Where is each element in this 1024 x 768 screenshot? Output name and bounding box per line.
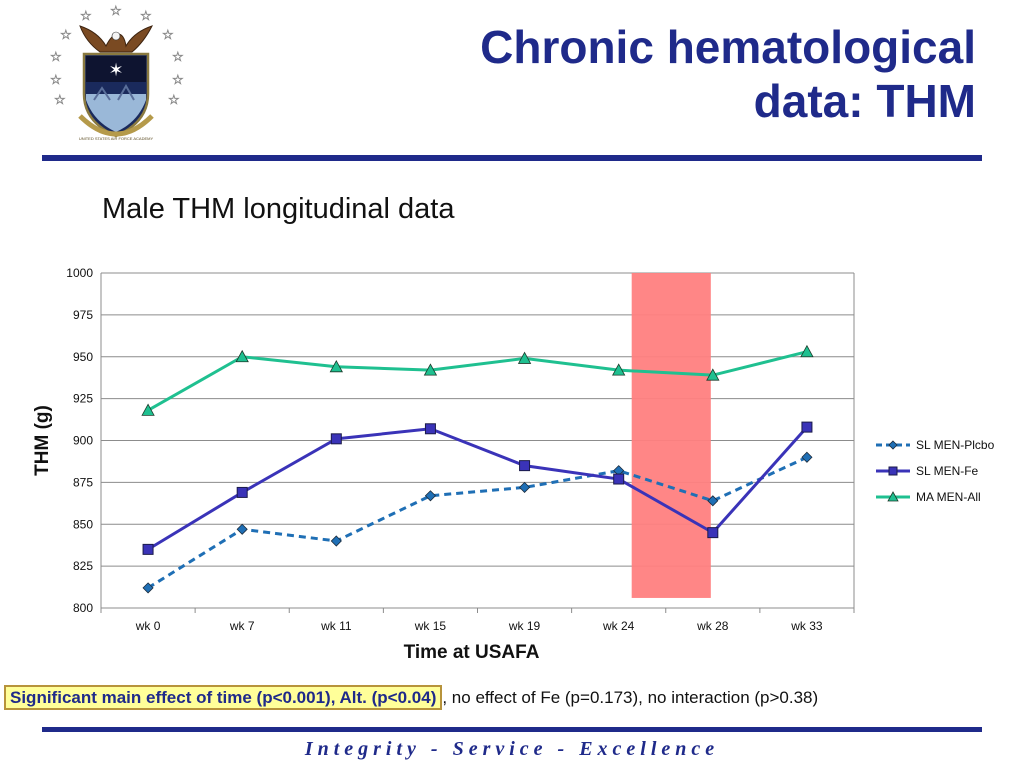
- data-point-0: [801, 451, 813, 463]
- x-axis-title: Time at USAFA: [404, 642, 540, 663]
- data-point-1: [330, 433, 342, 445]
- significance-highlight: Significant main effect of time (p<0.001…: [4, 685, 443, 710]
- y-tick-label: 875: [73, 475, 93, 489]
- y-tick-label: 975: [73, 308, 93, 322]
- x-tick-label: wk 28: [696, 619, 729, 633]
- data-point-0: [236, 523, 248, 535]
- data-point-1: [801, 421, 813, 433]
- y-tick-label: 825: [73, 559, 93, 573]
- series-line-0: [147, 455, 808, 590]
- svg-text:☆: ☆: [110, 4, 122, 18]
- statistics-rest: , no effect of Fe (p=0.173), no interact…: [442, 688, 819, 707]
- svg-text:☆: ☆: [54, 92, 66, 107]
- y-tick-label: 800: [73, 601, 93, 615]
- data-point-2: [329, 359, 343, 373]
- data-point-1: [519, 460, 531, 472]
- bottom-divider: [42, 727, 982, 732]
- data-point-1: [613, 473, 625, 485]
- slide-title: Chronic hematological data: THM: [480, 20, 976, 128]
- data-point-2: [706, 368, 720, 381]
- svg-text:☆: ☆: [50, 72, 62, 87]
- x-tick-label: wk 33: [790, 619, 823, 633]
- y-tick-label: 925: [73, 392, 93, 406]
- svg-text:☆: ☆: [172, 72, 184, 87]
- air-force-academy-crest-logo: ☆ ☆ ☆ ☆ ☆ ☆ ☆ ☆ ☆ ☆ ☆ ✶ UNITED STATES AI…: [50, 4, 184, 141]
- x-tick-label: wk 11: [320, 619, 352, 633]
- data-point-0: [330, 535, 342, 547]
- svg-text:☆: ☆: [50, 49, 62, 64]
- y-tick-label: 1000: [66, 266, 93, 280]
- data-point-1: [424, 423, 436, 435]
- slide-title-line-2: data: THM: [753, 75, 976, 127]
- highlight-band: [631, 273, 711, 598]
- data-point-2: [612, 363, 626, 376]
- svg-text:☆: ☆: [60, 27, 72, 42]
- series-line-2: [147, 350, 808, 412]
- y-tick-label: 850: [73, 517, 93, 531]
- data-point-2: [141, 403, 155, 416]
- data-point-1: [707, 527, 719, 539]
- legend-label: MA MEN-All: [916, 490, 981, 504]
- stars-ring-icon: ☆ ☆ ☆ ☆ ☆ ☆ ☆ ☆ ☆ ☆ ☆: [50, 4, 184, 107]
- svg-text:✶: ✶: [108, 60, 123, 80]
- chart-subtitle: Male THM longitudinal data: [102, 193, 455, 225]
- legend-marker: [888, 466, 898, 476]
- legend-marker: [888, 440, 898, 450]
- statistics-summary: Significant main effect of time (p<0.001…: [4, 685, 819, 710]
- data-point-2: [423, 363, 438, 376]
- legend-marker: [887, 491, 899, 502]
- x-tick-label: wk 15: [414, 619, 447, 633]
- crest-banner-text: UNITED STATES AIR FORCE ACADEMY: [79, 136, 154, 141]
- x-tick-label: wk 7: [229, 619, 255, 633]
- data-point-1: [236, 486, 248, 498]
- data-point-0: [424, 490, 437, 502]
- svg-text:☆: ☆: [80, 8, 92, 23]
- svg-text:☆: ☆: [168, 92, 180, 107]
- data-point-0: [518, 481, 531, 493]
- legend-label: SL MEN-Fe: [916, 464, 979, 478]
- svg-text:☆: ☆: [172, 49, 184, 64]
- series-line-1: [147, 426, 809, 551]
- thm-line-chart: 800 825 850 875 900 925 950 975 1000 wk 0 wk 7 wk 1…: [32, 266, 995, 663]
- x-tick-label: wk 24: [602, 619, 635, 633]
- svg-text:☆: ☆: [140, 8, 152, 23]
- y-tick-label: 950: [73, 350, 93, 364]
- data-point-1: [142, 543, 154, 555]
- x-tick-label: wk 19: [508, 619, 541, 633]
- footer-motto: Integrity - Service - Excellence: [304, 738, 720, 760]
- data-point-2: [800, 344, 814, 358]
- top-divider: [42, 155, 982, 161]
- x-tick-label: wk 0: [135, 619, 161, 633]
- svg-text:☆: ☆: [162, 27, 174, 42]
- data-point-2: [517, 351, 532, 364]
- data-point-0: [707, 495, 719, 507]
- y-tick-label: 900: [73, 434, 93, 448]
- data-point-2: [235, 349, 249, 363]
- legend-label: SL MEN-Plcbo: [916, 438, 995, 452]
- slide-title-line-1: Chronic hematological: [480, 21, 976, 73]
- y-axis-title: THM (g): [32, 405, 53, 476]
- data-point-0: [142, 582, 154, 594]
